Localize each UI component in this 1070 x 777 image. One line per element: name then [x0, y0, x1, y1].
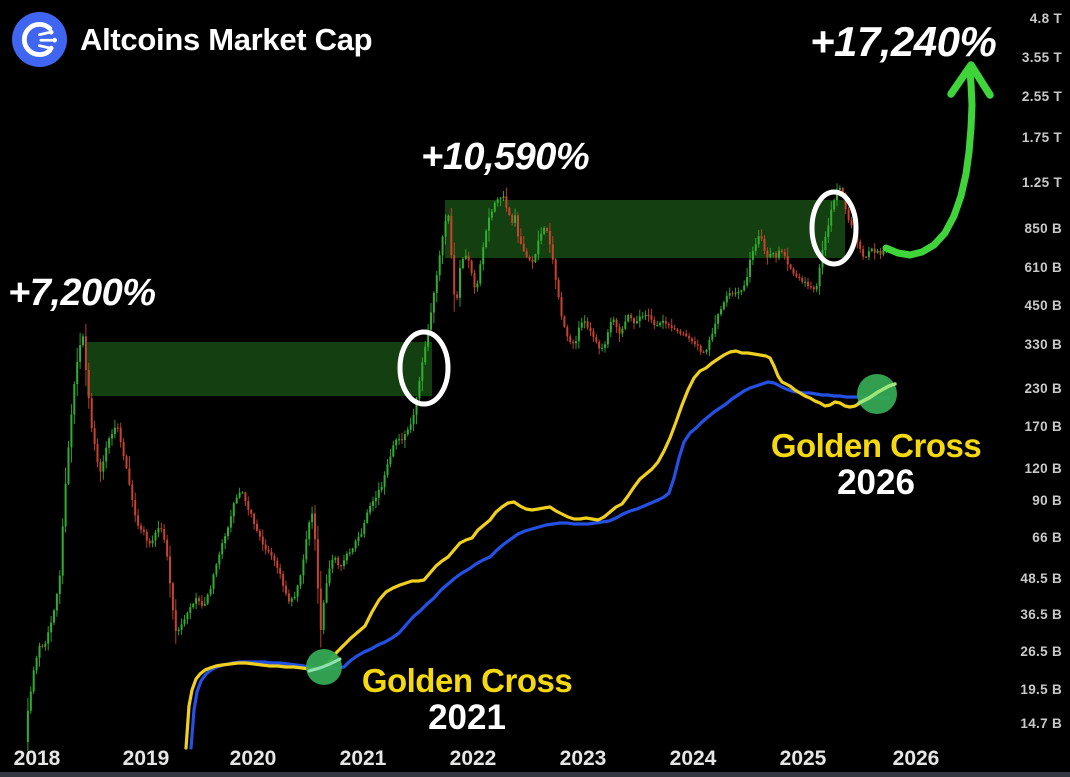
x-axis-tick-label: 2021: [340, 747, 387, 770]
y-axis-tick-label: 170 B: [1024, 419, 1062, 434]
y-axis-tick-label: 4.8 T: [1030, 11, 1063, 26]
x-axis-tick-label: 2026: [893, 747, 940, 770]
breakout-ellipse-2021: [397, 329, 451, 407]
header-brand: Altcoins Market Cap: [12, 12, 373, 67]
x-axis-tick-label: 2019: [123, 747, 170, 770]
y-axis-tick-label: 26.5 B: [1020, 644, 1062, 659]
projection-arrow-head: [947, 61, 994, 99]
golden-cross-2021-year: 2021: [428, 697, 506, 737]
gain-annotation-2025: +17,240%: [810, 18, 997, 65]
x-axis-tick-label: 2022: [450, 747, 497, 770]
y-axis-tick-label: 330 B: [1024, 337, 1062, 352]
y-axis-tick-label: 450 B: [1024, 298, 1062, 313]
page-title: Altcoins Market Cap: [80, 21, 373, 57]
y-axis-tick-label: 2.55 T: [1022, 89, 1063, 104]
golden-cross-2021-label: Golden Cross: [361, 662, 573, 699]
y-axis-tick-label: 48.5 B: [1020, 571, 1062, 586]
x-axis-tick-label: 2024: [670, 747, 717, 770]
candle-down-bodies: [41, 187, 882, 647]
resistance-zone-2021: [445, 200, 845, 258]
resistance-zone-2018: [87, 342, 432, 396]
candle-up-bodies: [26, 187, 888, 742]
x-axis-tick-label: 2018: [14, 747, 61, 770]
golden-cross-2021-segment: [307, 657, 342, 673]
y-axis-tick-label: 90 B: [1032, 493, 1062, 508]
y-axis-tick-label: 1.25 T: [1022, 175, 1063, 190]
y-axis-tick-label: 1.75 T: [1022, 130, 1063, 145]
y-axis-tick-label: 230 B: [1024, 381, 1062, 396]
x-axis-tick-label: 2023: [560, 747, 607, 770]
golden-cross-2026-segment: [857, 382, 897, 405]
y-axis-tick-label: 66 B: [1032, 530, 1062, 545]
x-axis-tick-label: 2025: [780, 747, 827, 770]
golden-cross-2021-callout: Golden Cross 2021: [317, 663, 617, 736]
y-axis-tick-label: 850 B: [1024, 221, 1062, 236]
y-axis-tick-label: 120 B: [1024, 461, 1062, 476]
golden-cross-2026-year: 2026: [837, 462, 915, 502]
y-axis-tick-label: 14.7 B: [1020, 716, 1062, 731]
y-axis-tick-label: 36.5 B: [1020, 607, 1062, 622]
y-axis-tick-label: 610 B: [1024, 260, 1062, 275]
golden-cross-2026-label: Golden Cross: [770, 427, 982, 464]
projection-arrow: [882, 68, 976, 259]
x-axis-tick-label: 2020: [230, 747, 277, 770]
golden-cross-2026-callout: Golden Cross 2026: [726, 428, 1026, 501]
altcoins-logo-icon: [12, 12, 67, 67]
gain-annotation-2018: +7,200%: [8, 272, 156, 314]
bottom-border-strip: [0, 772, 1070, 777]
gain-annotation-2021: +10,590%: [421, 136, 590, 178]
y-axis-tick-label: 3.55 T: [1022, 50, 1063, 65]
y-axis-tick-label: 19.5 B: [1020, 682, 1062, 697]
breakout-ellipse-2025: [809, 189, 859, 267]
